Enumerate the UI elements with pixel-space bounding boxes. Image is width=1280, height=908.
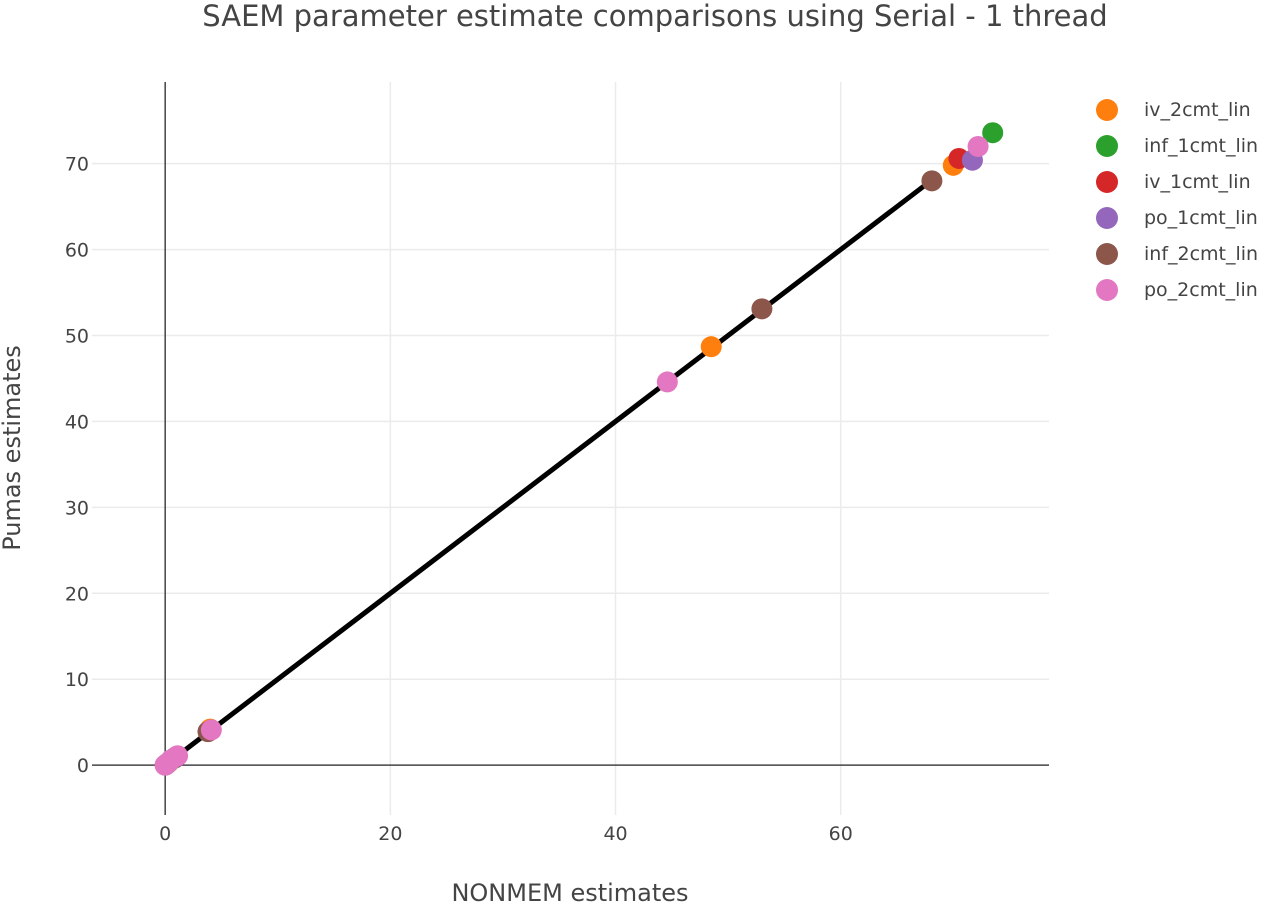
y-tick-label: 50 xyxy=(65,325,89,347)
reference-line-group xyxy=(162,178,934,768)
legend-item-po_1cmt_lin[interactable]: po_1cmt_lin xyxy=(1094,202,1280,238)
legend-label: inf_1cmt_lin xyxy=(1144,135,1259,157)
legend-marker-icon xyxy=(1096,243,1118,265)
tick-labels: 0 20 40 60 0 10 20 30 40 50 60 70 xyxy=(65,154,853,845)
data-points xyxy=(154,122,1004,776)
x-tick-label: 40 xyxy=(603,823,627,845)
legend-label: inf_2cmt_lin xyxy=(1144,243,1259,265)
y-tick-label: 30 xyxy=(65,497,89,519)
legend-item-inf_1cmt_lin[interactable]: inf_1cmt_lin xyxy=(1094,130,1280,166)
legend-item-iv_2cmt_lin[interactable]: iv_2cmt_lin xyxy=(1094,94,1280,130)
x-tick-label: 0 xyxy=(159,823,171,845)
legend-marker-icon xyxy=(1096,171,1118,193)
legend-label: po_1cmt_lin xyxy=(1144,207,1258,229)
x-tick-label: 20 xyxy=(378,823,402,845)
x-axis-label: NONMEM estimates xyxy=(451,879,689,907)
legend-item-inf_2cmt_lin[interactable]: inf_2cmt_lin xyxy=(1094,238,1280,274)
y-tick-label: 70 xyxy=(65,154,89,176)
legend-marker-icon xyxy=(1096,135,1118,157)
legend-label: iv_2cmt_lin xyxy=(1144,99,1251,121)
legend-marker-icon xyxy=(1096,207,1118,229)
data-point-po_2cmt_lin xyxy=(656,371,678,393)
data-point-inf_1cmt_lin xyxy=(982,122,1004,144)
y-tick-label: 20 xyxy=(65,583,89,605)
legend-label: iv_1cmt_lin xyxy=(1144,171,1251,193)
legend-marker-icon xyxy=(1096,99,1118,121)
grid-lines xyxy=(92,82,1049,815)
y-tick-label: 60 xyxy=(65,240,89,262)
data-point-iv_2cmt_lin xyxy=(700,336,722,358)
reference-line xyxy=(162,178,934,768)
y-tick-label: 0 xyxy=(77,755,89,777)
legend-marker-icon xyxy=(1096,279,1118,301)
data-point-po_2cmt_lin xyxy=(200,719,222,741)
legend-item-iv_1cmt_lin[interactable]: iv_1cmt_lin xyxy=(1094,166,1280,202)
data-point-inf_2cmt_lin xyxy=(751,298,773,320)
chart-title: SAEM parameter estimate comparisons usin… xyxy=(202,0,1108,33)
axes xyxy=(92,82,1049,815)
data-point-inf_2cmt_lin xyxy=(921,170,943,192)
x-tick-label: 60 xyxy=(829,823,853,845)
legend: iv_2cmt_lin inf_1cmt_lin iv_1cmt_lin po_1cm… xyxy=(1094,94,1280,310)
y-tick-label: 40 xyxy=(65,411,89,433)
legend-item-po_2cmt_lin[interactable]: po_2cmt_lin xyxy=(1094,274,1280,310)
data-point-po_2cmt_lin xyxy=(167,745,189,767)
data-point-po_2cmt_lin xyxy=(967,135,989,157)
legend-label: po_2cmt_lin xyxy=(1144,279,1258,301)
y-axis-label: Pumas estimates xyxy=(0,345,26,551)
y-tick-label: 10 xyxy=(65,669,89,691)
